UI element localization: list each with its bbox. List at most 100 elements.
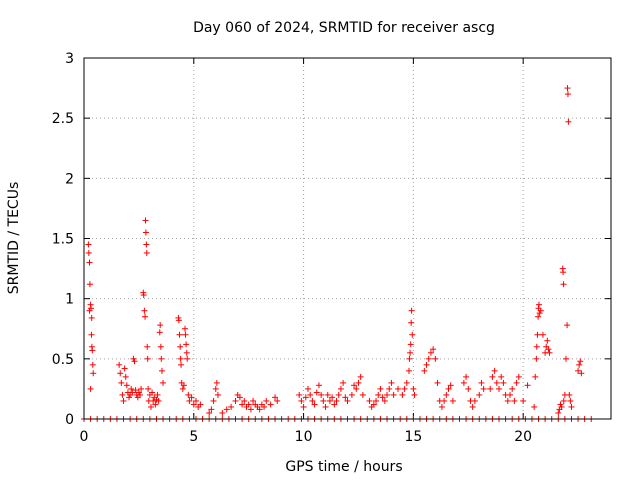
data-point [491, 367, 498, 374]
data-point [333, 397, 340, 404]
data-point [545, 346, 552, 353]
data-point [546, 349, 553, 356]
data-point [357, 373, 364, 380]
data-point [434, 379, 441, 386]
data-point [520, 397, 527, 404]
data-point [132, 387, 139, 394]
data-point [331, 401, 338, 408]
data-point [182, 325, 189, 332]
data-point [158, 355, 165, 362]
data-point [489, 373, 496, 380]
data-point [531, 403, 538, 410]
data-point [177, 355, 184, 362]
data-point [183, 341, 190, 348]
data-point [208, 406, 215, 413]
y-tick-label: 2 [65, 171, 74, 187]
data-point [565, 118, 572, 125]
data-point [143, 249, 150, 256]
data-point [388, 379, 395, 386]
data-point [274, 397, 281, 404]
data-point [175, 317, 182, 324]
data-point [304, 385, 311, 392]
data-point [395, 385, 402, 392]
data-point [353, 385, 360, 392]
data-point [366, 397, 373, 404]
data-point [245, 401, 252, 408]
data-point [122, 373, 129, 380]
data-point [142, 313, 149, 320]
data-point [401, 385, 408, 392]
data-point [156, 329, 163, 336]
data-point [219, 409, 226, 416]
y-tick-label: 1.5 [52, 232, 74, 248]
data-point [302, 394, 309, 401]
data-point [577, 358, 584, 365]
data-point [313, 389, 320, 396]
data-point [263, 397, 270, 404]
data-point [117, 370, 124, 377]
data-point [322, 403, 329, 410]
data-point [300, 403, 307, 410]
x-tick-label: 20 [514, 429, 532, 445]
data-point [184, 355, 191, 362]
data-point [152, 401, 159, 408]
data-point [178, 361, 185, 368]
data-point [342, 394, 349, 401]
data-point [469, 403, 476, 410]
data-point [498, 373, 505, 380]
y-tick-label: 0 [65, 412, 74, 428]
data-point [534, 331, 541, 338]
data-point [443, 391, 450, 398]
data-point [320, 397, 327, 404]
x-tick-label: 5 [189, 429, 198, 445]
data-point [228, 403, 235, 410]
y-tick-label: 1 [65, 292, 74, 308]
data-point [85, 241, 92, 248]
data-point [210, 397, 217, 404]
data-point [463, 373, 470, 380]
data-point [535, 313, 542, 320]
x-axis-label: GPS time / hours [285, 459, 402, 475]
data-point [154, 391, 161, 398]
data-point [562, 355, 569, 362]
data-point [182, 331, 189, 338]
data-point [568, 403, 575, 410]
data-point [355, 379, 362, 386]
data-point [430, 346, 437, 353]
data-point [138, 385, 145, 392]
data-point [213, 379, 220, 386]
data-point [176, 331, 183, 338]
data-point [445, 385, 452, 392]
data-point [90, 370, 97, 377]
data-point [140, 292, 147, 299]
data-point [190, 401, 197, 408]
data-point [532, 373, 539, 380]
data-point [261, 403, 268, 410]
data-point [87, 385, 94, 392]
data-point [524, 382, 531, 389]
data-point [247, 406, 254, 413]
data-point [447, 382, 454, 389]
data-point [408, 319, 415, 326]
data-point [432, 355, 439, 362]
data-point [120, 397, 127, 404]
data-point [86, 259, 93, 266]
data-point [539, 331, 546, 338]
data-point [425, 355, 432, 362]
data-point [441, 397, 448, 404]
data-point [131, 358, 138, 365]
data-point [329, 394, 336, 401]
data-point [373, 397, 380, 404]
data-point [493, 379, 500, 386]
data-point [160, 379, 167, 386]
plot-area-frame [83, 57, 612, 420]
data-point [212, 385, 219, 392]
data-point [340, 379, 347, 386]
data-point [141, 307, 148, 314]
data-point [407, 341, 414, 348]
data-point [567, 397, 574, 404]
data-point [118, 379, 125, 386]
data-point [298, 397, 305, 404]
data-point [116, 361, 123, 368]
